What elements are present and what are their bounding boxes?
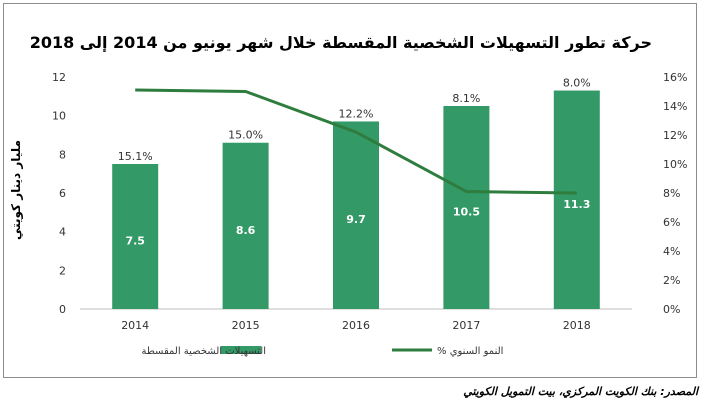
bar <box>333 121 379 309</box>
y-tick-label: 4 <box>59 226 66 239</box>
y2-tick-label: 0% <box>663 303 680 316</box>
bar <box>553 90 600 310</box>
growth-value-label: 15.1% <box>118 150 153 163</box>
bar-value-label: 10.5 <box>453 206 480 219</box>
x-tick-label: 2017 <box>452 319 480 332</box>
bar <box>443 106 490 309</box>
bar-value-label: 7.5 <box>125 235 145 248</box>
y-tick-label: 8 <box>59 148 66 161</box>
y2-tick-label: 14% <box>663 100 687 113</box>
legend-swatch-bar <box>221 346 261 354</box>
y-tick-label: 6 <box>59 187 66 200</box>
bar-value-label: 11.3 <box>563 198 590 211</box>
y-tick-label: 0 <box>59 303 66 316</box>
growth-value-label: 8.1% <box>452 92 480 105</box>
chart-title: حركة تطور التسهيلات الشخصية المقسطة خلال… <box>29 33 652 52</box>
y-tick-label: 12 <box>52 71 66 84</box>
y2-tick-label: 10% <box>663 158 687 171</box>
legend-label-line: % النمو السنوي <box>437 346 503 357</box>
y-tick-label: 2 <box>59 264 66 277</box>
y2-tick-label: 2% <box>663 274 680 287</box>
bar-value-label: 9.7 <box>346 213 366 226</box>
y2-tick-label: 4% <box>663 245 680 258</box>
x-tick-label: 2015 <box>232 319 260 332</box>
bar-value-label: 8.6 <box>236 224 256 237</box>
y2-tick-label: 8% <box>663 187 680 200</box>
bar <box>112 164 159 309</box>
y2-tick-label: 12% <box>663 129 687 142</box>
x-tick-label: 2016 <box>342 319 370 332</box>
bar <box>222 142 269 309</box>
source-note: المصدر: بنك الكويت المركزي، بيت التمويل … <box>463 385 698 398</box>
y-tick-label: 10 <box>52 110 66 123</box>
x-tick-label: 2014 <box>121 319 149 332</box>
x-tick-label: 2018 <box>563 319 591 332</box>
legend-label-bar: التسهيلات الشخصية المقسطة <box>141 346 266 357</box>
growth-line <box>135 88 577 195</box>
y2-tick-label: 16% <box>663 71 687 84</box>
y2-tick-label: 6% <box>663 216 680 229</box>
growth-value-label: 15.0% <box>228 129 263 142</box>
growth-value-label: 8.0% <box>563 77 591 90</box>
growth-value-label: 12.2% <box>339 107 374 120</box>
